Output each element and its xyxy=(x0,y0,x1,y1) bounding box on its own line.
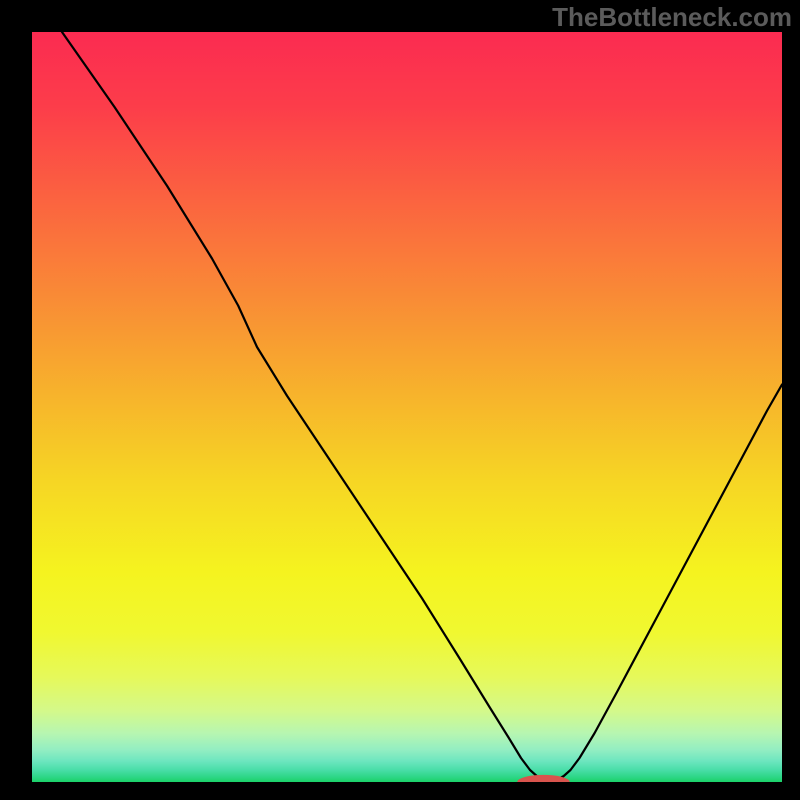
plot-area xyxy=(32,32,782,782)
curve-layer xyxy=(32,32,782,782)
chart-frame: TheBottleneck.com xyxy=(0,0,800,800)
watermark-text: TheBottleneck.com xyxy=(552,2,792,33)
bottleneck-curve xyxy=(62,32,782,780)
